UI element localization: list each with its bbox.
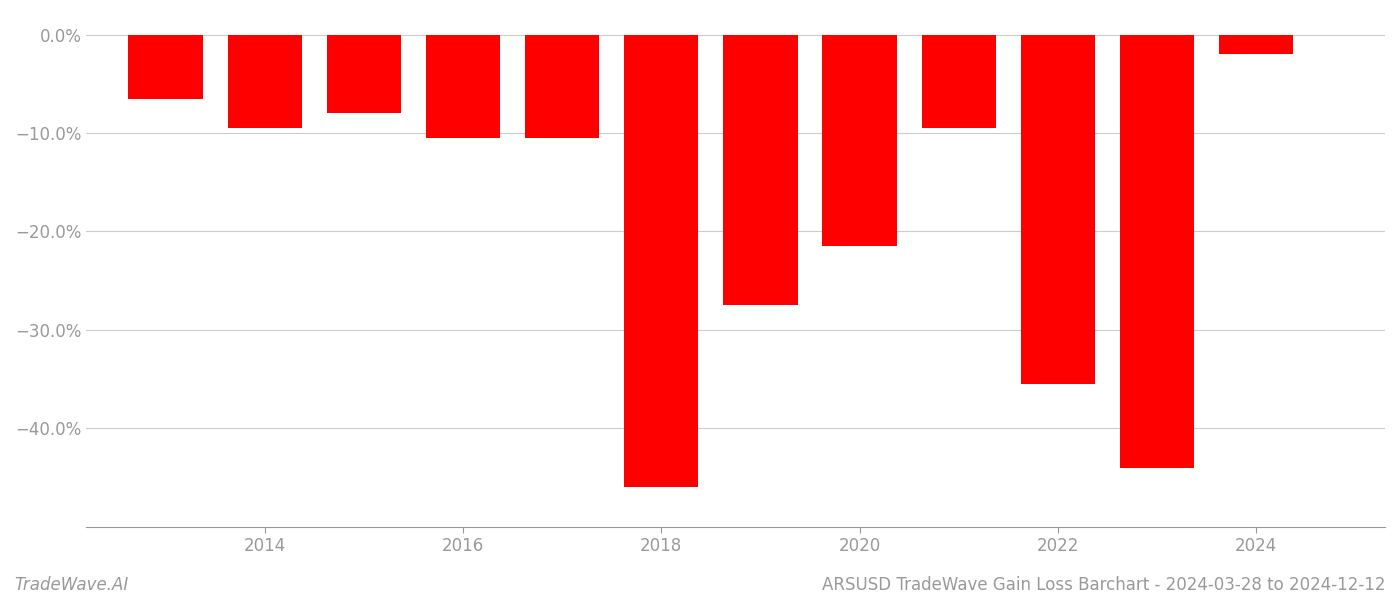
Bar [129,35,203,98]
Bar [1021,35,1095,384]
Bar [921,35,995,128]
Bar [822,35,897,246]
Bar [624,35,699,487]
Bar [525,35,599,138]
Text: TradeWave.AI: TradeWave.AI [14,576,129,594]
Bar [1120,35,1194,467]
Bar [326,35,400,113]
Bar [228,35,302,128]
Bar [724,35,798,305]
Text: ARSUSD TradeWave Gain Loss Barchart - 2024-03-28 to 2024-12-12: ARSUSD TradeWave Gain Loss Barchart - 20… [823,576,1386,594]
Bar [1219,35,1294,55]
Bar [426,35,500,138]
